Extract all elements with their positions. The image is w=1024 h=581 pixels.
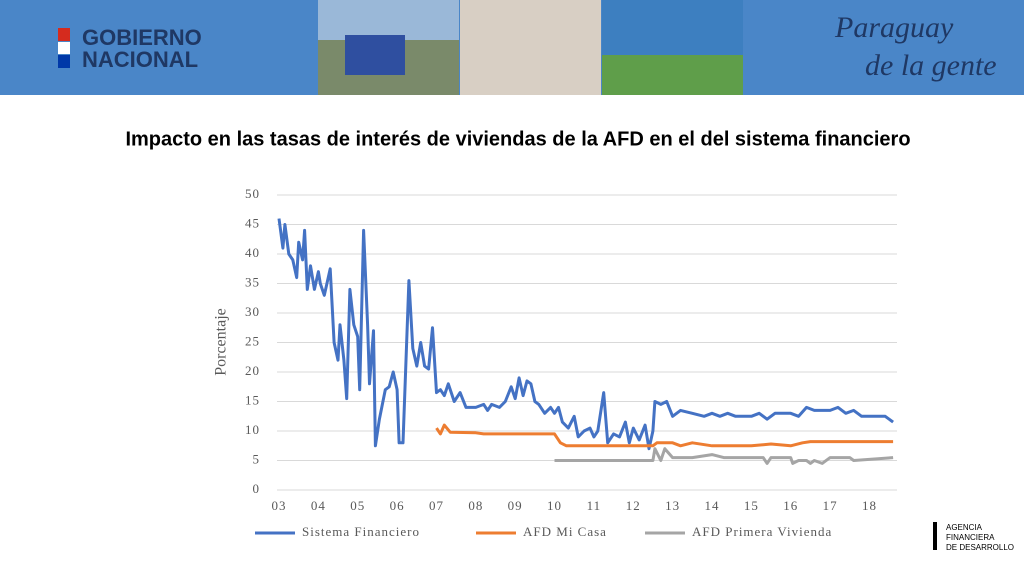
x-tick-label: 16 — [783, 498, 798, 513]
logo-text: NACIONAL — [82, 47, 198, 72]
legend-label: AFD Mi Casa — [523, 524, 607, 539]
agency-text: FINANCIERA — [946, 533, 995, 542]
x-tick-label: 05 — [350, 498, 365, 513]
agency-mark — [933, 522, 937, 550]
x-tick-label: 17 — [823, 498, 838, 513]
slogan: Paraguay — [834, 11, 954, 44]
y-tick-label: 5 — [253, 451, 261, 466]
y-axis-label: Porcentaje — [213, 308, 230, 376]
x-tick-label: 12 — [626, 498, 641, 513]
y-tick-label: 40 — [245, 245, 260, 260]
x-tick-label: 03 — [272, 498, 287, 513]
x-tick-label: 09 — [508, 498, 523, 513]
chart-title: Impacto en las tasas de interés de vivie… — [125, 128, 910, 150]
x-tick-label: 14 — [704, 498, 719, 513]
x-tick-label: 10 — [547, 498, 562, 513]
y-tick-label: 50 — [245, 186, 260, 201]
y-tick-label: 45 — [245, 215, 260, 230]
photo-sky — [318, 0, 459, 40]
x-tick-label: 04 — [311, 498, 326, 513]
legend-label: Sistema Financiero — [302, 524, 420, 539]
x-tick-label: 11 — [587, 498, 602, 513]
x-tick-label: 18 — [862, 498, 877, 513]
legend-label: AFD Primera Vivienda — [692, 524, 832, 539]
flag-white — [58, 42, 70, 54]
x-tick-label: 07 — [429, 498, 444, 513]
agency-text: AGENCIA — [946, 523, 983, 532]
x-tick-label: 15 — [744, 498, 759, 513]
y-tick-label: 0 — [253, 481, 261, 496]
logo-text: GOBIERNO — [82, 25, 202, 50]
y-tick-label: 15 — [245, 392, 260, 407]
x-tick-label: 08 — [468, 498, 483, 513]
y-tick-label: 35 — [245, 274, 260, 289]
series-line — [435, 423, 894, 448]
photo-sky — [602, 0, 743, 55]
x-tick-label: 13 — [665, 498, 680, 513]
x-tick-label: 06 — [390, 498, 405, 513]
series-line — [277, 218, 894, 451]
photo-sewing — [460, 0, 601, 95]
flag-red — [58, 28, 70, 41]
y-tick-label: 25 — [245, 333, 260, 348]
flag-blue — [58, 55, 70, 68]
agency-text: DE DESARROLLO — [946, 543, 1014, 552]
y-tick-label: 10 — [245, 422, 260, 437]
slogan: de la gente — [865, 49, 997, 82]
photo-tractor-body — [345, 35, 405, 75]
y-tick-label: 20 — [245, 363, 260, 378]
series-line — [554, 447, 894, 465]
y-tick-label: 30 — [245, 304, 260, 319]
